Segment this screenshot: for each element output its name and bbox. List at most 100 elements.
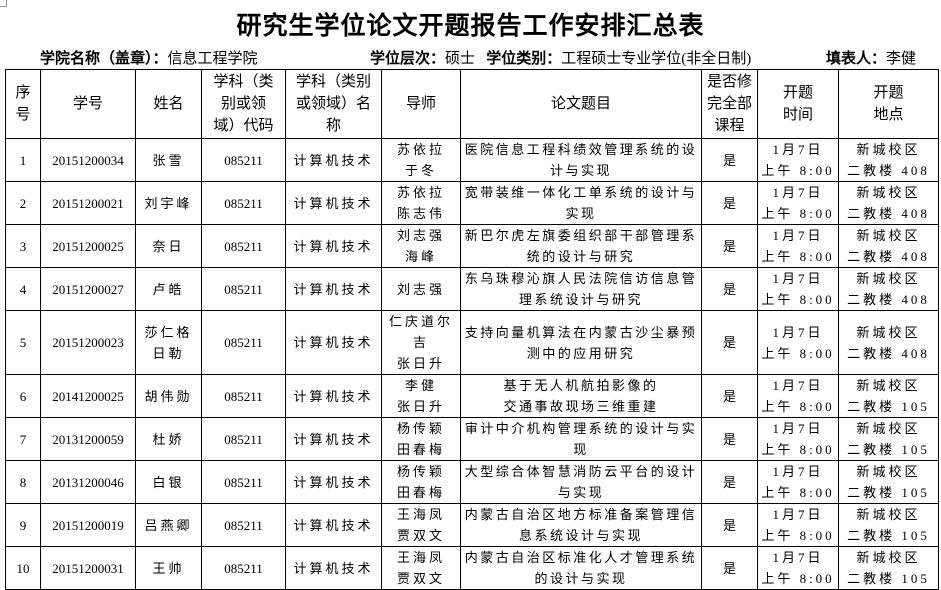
cell-no: 2	[5, 181, 41, 225]
cell-id: 20131200046	[40, 460, 136, 504]
table-row: 9 20151200019 吕燕卿 085211 计算机技术 王海凤 贾双文 内蒙古自治区地…	[5, 503, 939, 547]
cell-place: 新城校区 二教楼 408	[838, 224, 939, 268]
cell-time: 1月7日 上午 8:00	[757, 224, 839, 268]
cell-code: 085211	[201, 374, 286, 418]
cell-code: 085211	[201, 267, 286, 311]
cell-done: 是	[701, 310, 758, 375]
cell-name: 王帅	[135, 546, 202, 590]
cell-done: 是	[701, 267, 758, 311]
cell-name: 张雪	[135, 138, 202, 182]
cell-place: 新城校区 二教楼 408	[838, 181, 939, 225]
cell-id: 20151200027	[40, 267, 136, 311]
cell-time: 1月7日 上午 8:00	[757, 417, 839, 461]
cell-advisor: 苏依拉 陈志伟	[381, 181, 461, 225]
cell-advisor: 刘志强 海峰	[381, 224, 461, 268]
cell-done: 是	[701, 181, 758, 225]
header-col-time: 开题 时间	[757, 69, 839, 139]
cell-subject: 计算机技术	[285, 417, 382, 461]
table-row: 6 20141200025 胡伟勋 085211 计算机技术 李健 张日升 基于无人机航拍影…	[5, 374, 939, 418]
cell-code: 085211	[201, 138, 286, 182]
degree-field: 学位层次：硕士 学位类别：工程硕士专业学位(非全日制)	[370, 47, 751, 68]
table-row: 10 20151200031 王帅 085211 计算机技术 王海凤 贾双文 内蒙古自治区标…	[5, 546, 939, 590]
header-col-student-id: 学号	[40, 69, 136, 139]
cell-no: 7	[5, 417, 41, 461]
cell-topic: 宽带装维一体化工单系统的设计与实现	[460, 181, 702, 225]
cell-no: 6	[5, 374, 41, 418]
header-col-courses-done: 是否修 完全部 课程	[701, 69, 758, 139]
cell-place: 新城校区 二教楼 105	[838, 374, 939, 418]
cell-time: 1月7日 上午 8:00	[757, 310, 839, 375]
table-row: 5 20151200023 莎仁格日勒 085211 计算机技术 仁庆道尔吉 张日升 支持向…	[5, 310, 939, 375]
cell-subject: 计算机技术	[285, 503, 382, 547]
cell-advisor: 王海凤 贾双文	[381, 503, 461, 547]
page-corner-mark	[0, 0, 7, 7]
cell-subject: 计算机技术	[285, 546, 382, 590]
cell-subject: 计算机技术	[285, 374, 382, 418]
level-value: 硕士	[445, 51, 476, 67]
cell-done: 是	[701, 374, 758, 418]
cell-subject: 计算机技术	[285, 181, 382, 225]
cell-id: 20151200021	[40, 181, 136, 225]
cell-topic: 东乌珠穆沁旗人民法院信访信息管理系统设计与研究	[460, 267, 702, 311]
cell-name: 杜娇	[135, 417, 202, 461]
cell-code: 085211	[201, 546, 286, 590]
cell-time: 1月7日 上午 8:00	[757, 267, 839, 311]
cell-code: 085211	[201, 503, 286, 547]
header-col-topic: 论文题目	[460, 69, 702, 139]
cell-subject: 计算机技术	[285, 138, 382, 182]
cell-time: 1月7日 上午 8:00	[757, 181, 839, 225]
cell-topic: 基于无人机航拍影像的 交通事故现场三维重建	[460, 374, 702, 418]
cell-place: 新城校区 二教楼 408	[838, 267, 939, 311]
header-col-place: 开题 地点	[838, 69, 939, 139]
type-value: 工程硕士专业学位(非全日制)	[561, 51, 752, 67]
cell-code: 085211	[201, 181, 286, 225]
cell-no: 8	[5, 460, 41, 504]
cell-subject: 计算机技术	[285, 267, 382, 311]
cell-topic: 支持向量机算法在内蒙古沙尘暴预测中的应用研究	[460, 310, 702, 375]
cell-code: 085211	[201, 310, 286, 375]
cell-no: 9	[5, 503, 41, 547]
cell-code: 085211	[201, 224, 286, 268]
table-row: 4 20151200027 卢皓 085211 计算机技术 刘志强 东乌珠穆沁旗人民法院信访…	[5, 267, 939, 311]
cell-name: 奈日	[135, 224, 202, 268]
cell-time: 1月7日 上午 8:00	[757, 374, 839, 418]
cell-subject: 计算机技术	[285, 310, 382, 375]
cell-id: 20141200025	[40, 374, 136, 418]
cell-no: 3	[5, 224, 41, 268]
table-row: 2 20151200021 刘宇峰 085211 计算机技术 苏依拉 陈志伟 宽带装维一体化…	[5, 181, 939, 225]
cell-id: 20131200059	[40, 417, 136, 461]
cell-subject: 计算机技术	[285, 224, 382, 268]
cell-advisor: 杨传颖 田春梅	[381, 460, 461, 504]
cell-advisor: 杨传颖 田春梅	[381, 417, 461, 461]
cell-name: 卢皓	[135, 267, 202, 311]
cell-place: 新城校区 二教楼 408	[838, 138, 939, 182]
header-col-name: 姓名	[135, 69, 202, 139]
cell-place: 新城校区 二教楼 105	[838, 546, 939, 590]
cell-time: 1月7日 上午 8:00	[757, 503, 839, 547]
cell-topic: 医院信息工程科绩效管理系统的设计与实现	[460, 138, 702, 182]
cell-advisor: 苏依拉 于冬	[381, 138, 461, 182]
college-label: 学院名称（盖章）：	[40, 51, 168, 67]
cell-advisor: 刘志强	[381, 267, 461, 311]
cell-no: 10	[5, 546, 41, 590]
cell-advisor: 仁庆道尔吉 张日升	[381, 310, 461, 375]
cell-advisor: 王海凤 贾双文	[381, 546, 461, 590]
cell-name: 白银	[135, 460, 202, 504]
cell-name: 莎仁格日勒	[135, 310, 202, 375]
cell-code: 085211	[201, 417, 286, 461]
cell-id: 20151200023	[40, 310, 136, 375]
cell-id: 20151200019	[40, 503, 136, 547]
cell-name: 刘宇峰	[135, 181, 202, 225]
cell-place: 新城校区 二教楼 105	[838, 503, 939, 547]
cell-time: 1月7日 上午 8:00	[757, 460, 839, 504]
cell-done: 是	[701, 224, 758, 268]
cell-id: 20151200025	[40, 224, 136, 268]
header-col-subject-code: 学科（类 别或领 域）代码	[201, 69, 286, 139]
cell-name: 吕燕卿	[135, 503, 202, 547]
cell-no: 4	[5, 267, 41, 311]
cell-id: 20151200031	[40, 546, 136, 590]
college-field: 学院名称（盖章）：信息工程学院	[40, 47, 258, 68]
level-label: 学位层次：	[370, 51, 446, 67]
cell-done: 是	[701, 138, 758, 182]
filler-label: 填表人：	[826, 51, 887, 67]
